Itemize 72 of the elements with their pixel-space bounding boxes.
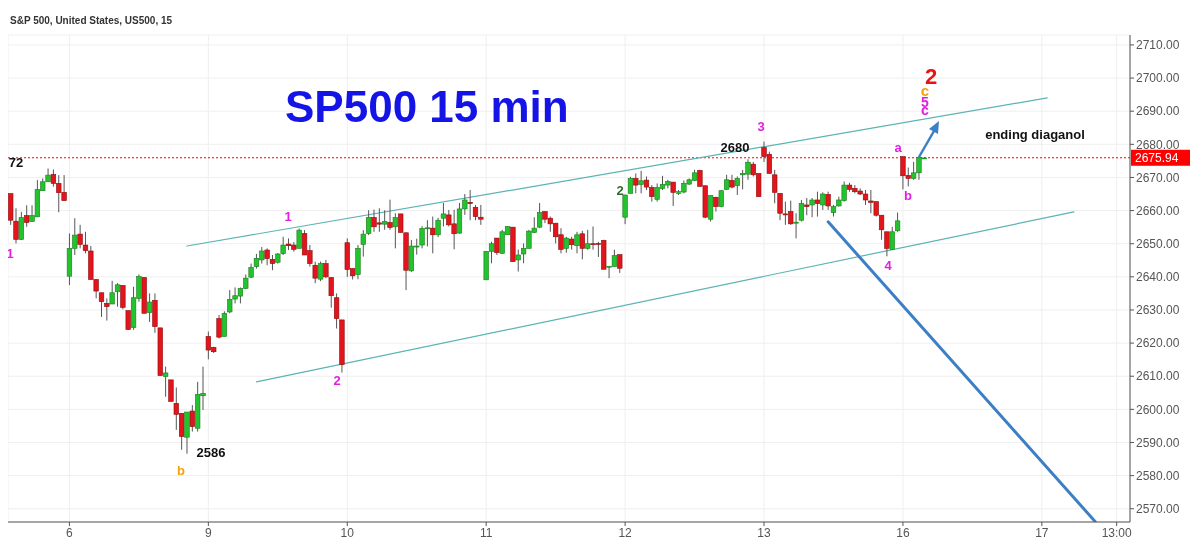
ref-line-label: 2675.94 <box>1135 150 1179 165</box>
x-tick-label: 16 <box>896 525 910 540</box>
candlestick <box>104 297 110 322</box>
y-tick-label: 2610.00 <box>1136 369 1180 384</box>
candlestick <box>579 230 585 260</box>
annotation: ending diaganol <box>985 126 1085 142</box>
candlestick <box>809 197 815 218</box>
annotation: b <box>904 187 913 203</box>
candlestick <box>707 194 714 223</box>
y-tick-label: 2590.00 <box>1136 435 1180 450</box>
y-tick-label: 2690.00 <box>1136 104 1180 119</box>
y-tick-label: 2630.00 <box>1136 303 1180 318</box>
candlestick <box>125 310 131 331</box>
candlestick <box>670 181 676 207</box>
candlestick <box>189 404 195 433</box>
candlestick <box>734 175 740 196</box>
x-tick-label: 9 <box>205 525 213 540</box>
candlestick <box>114 282 121 308</box>
candlestick <box>430 216 436 254</box>
y-tick-label: 2640.00 <box>1136 270 1180 285</box>
annotation: 2680 <box>720 139 750 155</box>
candlestick <box>120 284 126 310</box>
y-tick-label: 2620.00 <box>1136 336 1180 351</box>
annotation: 2 <box>333 372 341 388</box>
candlestick <box>638 170 644 194</box>
y-tick-label: 2650.00 <box>1136 236 1180 251</box>
candlestick <box>825 191 831 211</box>
x-tick-label: 13 <box>757 525 772 540</box>
annotation: 1 <box>284 208 292 224</box>
candlestick <box>296 227 302 249</box>
candlestick <box>387 199 393 231</box>
candlestick <box>585 229 591 251</box>
candlestick <box>617 254 623 274</box>
candlestick <box>18 211 24 241</box>
annotation: a <box>894 139 903 155</box>
y-tick-label: 2680.00 <box>1136 137 1180 152</box>
candlestick <box>574 231 580 254</box>
candlestick <box>633 172 639 194</box>
candlestick <box>467 189 473 221</box>
y-tick-label: 2670.00 <box>1136 170 1180 185</box>
candlestick <box>894 212 901 233</box>
annotation: 4 <box>884 257 893 273</box>
x-tick-label: 17 <box>1035 525 1049 540</box>
candlestick <box>109 280 115 305</box>
annotation: 1 <box>6 245 14 261</box>
annotation: 3 <box>757 118 765 134</box>
candlestick <box>221 310 227 337</box>
y-tick-label: 2570.00 <box>1136 502 1180 517</box>
chart-subtitle: S&P 500, United States, US500, 15 <box>9 14 174 28</box>
candlestick <box>98 292 105 318</box>
x-tick-label: 11 <box>479 525 493 540</box>
candlestick <box>24 204 30 228</box>
annotation: 2586 <box>196 444 226 460</box>
y-tick-label: 2580.00 <box>1136 468 1180 483</box>
x-tick-label: 13:00 <box>1101 525 1132 540</box>
annotation: b <box>177 462 186 478</box>
candlestick <box>814 191 821 218</box>
x-tick-label: 6 <box>66 525 74 540</box>
x-tick-label: 12 <box>618 525 633 540</box>
y-tick-label: 2700.00 <box>1136 71 1180 86</box>
candlestick <box>146 292 153 323</box>
annotation: 2 <box>924 63 938 89</box>
y-tick-label: 2710.00 <box>1136 38 1180 53</box>
candlestick <box>478 204 484 226</box>
x-tick-label: 10 <box>340 525 355 540</box>
annotation: 2 <box>616 182 624 198</box>
text: SP500 15 min <box>285 82 569 131</box>
y-tick-label: 2660.00 <box>1136 203 1180 218</box>
candlestick <box>317 261 324 282</box>
candlestick <box>163 366 169 398</box>
annotation: 72 <box>8 154 24 170</box>
y-tick-label: 2600.00 <box>1136 402 1180 417</box>
